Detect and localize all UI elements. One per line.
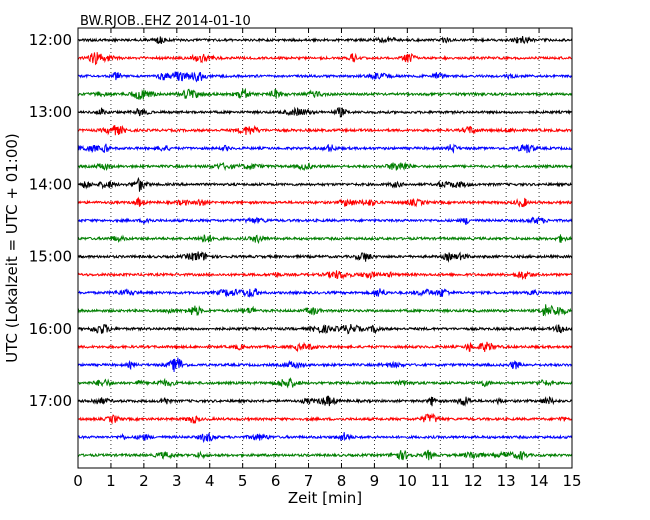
x-tick-label: 0: [73, 472, 83, 490]
x-tick-label: 3: [172, 472, 182, 490]
y-tick-label: 15:00: [29, 248, 72, 266]
seismic-trace: [77, 270, 573, 281]
seismic-trace: [77, 288, 573, 298]
seismic-traces: [77, 35, 573, 461]
seismic-trace: [77, 395, 573, 407]
seismic-trace: [77, 341, 573, 353]
seismic-trace: [77, 251, 573, 263]
x-tick-label: 10: [398, 472, 417, 490]
x-tick-label: 2: [139, 472, 149, 490]
y-tick-label: 17:00: [29, 392, 72, 410]
x-tick-label: 13: [497, 472, 516, 490]
y-tick-label: 14:00: [29, 175, 72, 193]
x-tick-label: 4: [205, 472, 215, 490]
seismic-trace: [77, 143, 573, 154]
seismic-trace: [77, 161, 573, 172]
seismic-trace: [77, 176, 573, 192]
x-axis: 0 1 2 3 4 5 6 7 8 9 10 11 12 13 14 15: [73, 28, 582, 490]
seismic-trace: [77, 377, 573, 389]
chart-title: BW.RJOB..EHZ 2014-01-10: [80, 14, 251, 29]
x-axis-label: Zeit [min]: [288, 489, 362, 507]
seismic-trace: [77, 52, 573, 66]
x-tick-label: 7: [304, 472, 314, 490]
x-tick-label: 15: [562, 472, 581, 490]
x-tick-label: 5: [238, 472, 248, 490]
y-tick-label: 13:00: [29, 103, 72, 121]
seismic-trace: [77, 216, 573, 225]
seismic-trace: [77, 432, 573, 444]
seismic-trace: [77, 196, 573, 208]
plot-area: [78, 28, 572, 468]
seismic-trace: [77, 412, 573, 425]
x-tick-label: 12: [464, 472, 483, 490]
seismic-trace: [77, 87, 573, 100]
grid-lines: [110, 28, 540, 468]
seismic-trace: [77, 449, 573, 461]
y-tick-label: 12:00: [29, 31, 72, 49]
x-tick-label: 11: [431, 472, 450, 490]
x-tick-label: 9: [370, 472, 380, 490]
seismic-trace: [77, 71, 573, 83]
seismic-trace: [77, 106, 573, 118]
seismic-trace: [77, 357, 572, 372]
x-tick-label: 1: [106, 472, 116, 490]
x-tick-label: 6: [271, 472, 281, 490]
x-tick-label: 8: [337, 472, 347, 490]
seismic-trace: [77, 124, 573, 136]
x-tick-label: 14: [530, 472, 549, 490]
seismic-trace: [77, 323, 573, 335]
plot-frame: [77, 27, 573, 469]
seismic-trace: [77, 304, 573, 317]
y-tick-label: 16:00: [29, 320, 72, 338]
y-axis-label: UTC (Lokalzeit = UTC + 01:00): [3, 133, 21, 363]
seismic-trace: [77, 234, 573, 245]
y-axis: 12:00 13:00 14:00 15:00 16:00 17:00: [29, 31, 83, 410]
seismic-trace: [77, 35, 573, 45]
